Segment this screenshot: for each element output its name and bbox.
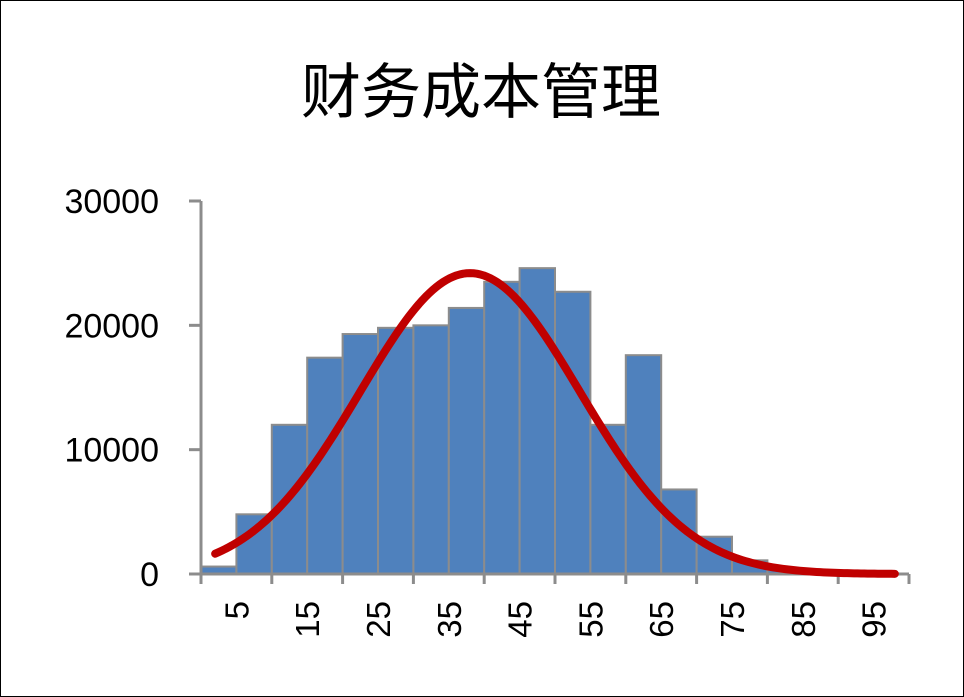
fitted-curve-line [211,269,899,578]
x-tick-label-6: 65 [643,601,680,638]
x-tick-label-8: 85 [785,601,822,638]
histogram-bar-11 [589,423,627,575]
bars-layer [200,267,875,576]
histogram-bar-5 [377,326,415,575]
curve-layer [211,269,899,578]
histogram-bar-10 [554,290,592,575]
y-tick-labels: 0 10000 20000 30000 [64,183,159,594]
histogram-bar-13 [660,488,698,576]
x-tick-label-5: 55 [572,601,609,638]
chart-title: 财务成本管理 [301,58,661,128]
x-tick-labels: 5 15 25 35 45 55 65 75 85 95 [218,601,892,638]
x-tick-label-9: 95 [856,601,893,638]
histogram-bar-8 [483,280,521,575]
x-tick-label-4: 45 [502,601,539,638]
x-tick-label-0: 5 [218,601,255,619]
x-tick-label-1: 15 [289,601,326,638]
axes-layer [189,199,911,584]
x-tick-label-3: 35 [431,601,468,638]
y-tick-label-3: 30000 [64,183,159,221]
y-tick-label-1: 10000 [64,432,159,470]
x-tick-label-7: 75 [714,601,751,638]
histogram-bar-12 [624,354,663,575]
histogram-bar-6 [412,324,450,576]
y-tick-label-0: 0 [140,556,159,594]
histogram-bar-7 [447,306,486,575]
y-tick-label-2: 20000 [64,307,159,345]
x-tick-label-2: 25 [360,601,397,638]
